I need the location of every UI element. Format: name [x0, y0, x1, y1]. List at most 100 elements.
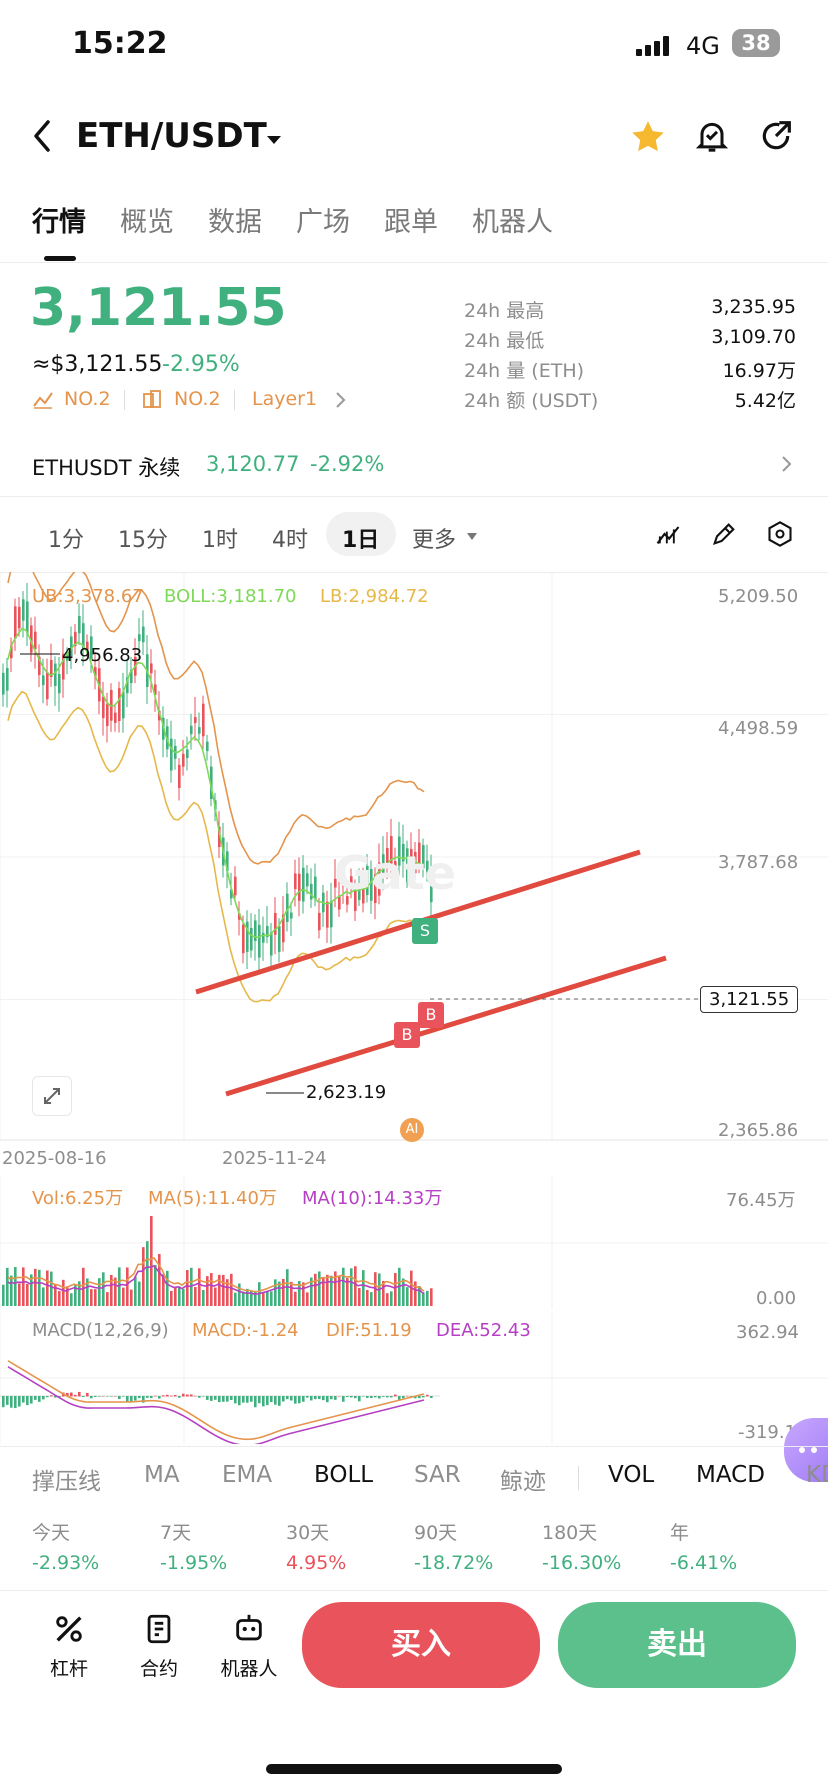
period-1d[interactable]: 1日	[342, 528, 380, 553]
tab-boll[interactable]: BOLL	[314, 1462, 374, 1488]
macd-histogram-bar	[38, 1396, 41, 1402]
vol-label: Vol:6.25万	[32, 1188, 124, 1209]
price-alert-bell-icon[interactable]	[692, 116, 732, 160]
market-cap-rank[interactable]: NO.2	[64, 388, 111, 410]
tab-whale[interactable]: 鲸迹	[500, 1469, 546, 1495]
volume-bar	[402, 1278, 405, 1306]
star-icon[interactable]	[628, 118, 668, 160]
candle-body	[382, 854, 385, 877]
perp-price: 3,120.77	[206, 452, 300, 476]
candle-body	[330, 901, 333, 928]
candle-body	[406, 848, 409, 882]
macd-histogram-bar	[210, 1396, 213, 1401]
volume-bar	[182, 1288, 185, 1306]
candle-body	[210, 766, 213, 800]
leverage-icon[interactable]	[52, 1612, 86, 1650]
main-tabs: 行情 概览 数据 广场 跟单 机器人	[0, 200, 828, 260]
category-tag[interactable]: Layer1	[252, 388, 318, 410]
candle-body	[362, 886, 365, 904]
high-annotation: 4,956.83	[62, 645, 143, 666]
macd-histogram-bar	[202, 1396, 205, 1397]
volume-bar	[2, 1284, 5, 1306]
contract-icon[interactable]	[142, 1612, 176, 1650]
candle-body	[290, 912, 293, 919]
period-1m[interactable]: 1分	[48, 528, 84, 553]
volume-bar	[134, 1276, 137, 1306]
volume-chart[interactable]	[0, 1176, 828, 1310]
candle-body	[310, 883, 313, 900]
candle-body	[198, 727, 201, 734]
volume-bar	[214, 1287, 217, 1306]
volume-bar	[82, 1267, 85, 1306]
candle-body	[286, 893, 289, 923]
pair-title[interactable]: ETH/USDT	[76, 116, 267, 156]
volume-bar	[298, 1280, 301, 1306]
macd-histogram-bar	[402, 1396, 405, 1399]
period-more[interactable]: 更多	[412, 528, 457, 553]
category-rank[interactable]: NO.2	[174, 388, 221, 410]
macd-histogram-bar	[106, 1396, 109, 1397]
tab-market[interactable]: 行情	[32, 207, 86, 238]
back-icon[interactable]	[28, 118, 58, 154]
candlestick-chart[interactable]	[0, 572, 828, 1142]
macd-value: MACD:-1.24	[192, 1320, 299, 1341]
tab-kd[interactable]: KD	[806, 1462, 828, 1488]
tab-macd[interactable]: MACD	[696, 1462, 765, 1488]
macd-histogram-bar	[282, 1396, 285, 1402]
robot-icon[interactable]	[232, 1612, 266, 1650]
candle-body	[130, 670, 133, 684]
buy-button[interactable]: 买入	[302, 1602, 540, 1688]
macd-histogram-bar	[174, 1395, 177, 1397]
low-annotation: 2,623.19	[306, 1082, 387, 1103]
assistant-bubble-icon[interactable]	[784, 1418, 828, 1482]
tab-ma[interactable]: MA	[144, 1462, 180, 1488]
tab-square[interactable]: 广场	[296, 207, 350, 238]
tab-copy-trading[interactable]: 跟单	[384, 207, 438, 238]
tab-ema[interactable]: EMA	[222, 1462, 273, 1488]
candle-body	[234, 876, 237, 896]
indicator-icon[interactable]	[654, 520, 682, 552]
tab-sar[interactable]: SAR	[414, 1462, 461, 1488]
macd-histogram-bar	[246, 1396, 249, 1403]
perp-row[interactable]: ETHUSDT 永续 3,120.77 -2.92%	[0, 440, 828, 492]
volume-ma5-line	[7, 1257, 425, 1293]
ai-badge[interactable]: AI	[400, 1118, 424, 1142]
macd-histogram-bar	[382, 1396, 385, 1397]
candle-body	[302, 867, 305, 902]
volume-bar	[318, 1271, 321, 1306]
sell-button[interactable]: 卖出	[558, 1602, 796, 1688]
tab-support-resistance[interactable]: 撑压线	[32, 1469, 101, 1495]
volume-bar	[362, 1270, 365, 1306]
caret-down-icon[interactable]	[266, 131, 282, 150]
candle-body	[206, 741, 209, 752]
candle-body	[90, 636, 93, 660]
caret-down-icon[interactable]	[466, 532, 478, 541]
volume-bar	[130, 1289, 133, 1306]
macd-histogram-bar	[374, 1396, 377, 1398]
sell-signal-marker[interactable]: S	[412, 918, 438, 944]
volume-bar	[174, 1287, 177, 1306]
macd-histogram-bar	[286, 1396, 289, 1400]
buy-signal-marker[interactable]: B	[418, 1002, 444, 1028]
share-icon[interactable]	[756, 116, 796, 160]
robot-label[interactable]: 机器人	[220, 1658, 278, 1680]
draw-tool-icon[interactable]	[710, 520, 738, 552]
period-15m[interactable]: 15分	[118, 528, 168, 553]
volume-bar	[86, 1278, 89, 1306]
tab-bots[interactable]: 机器人	[472, 207, 553, 238]
buy-signal-marker[interactable]: B	[394, 1022, 420, 1048]
period-4h[interactable]: 4时	[272, 528, 308, 553]
chevron-right-icon[interactable]	[334, 390, 346, 414]
chart-settings-icon[interactable]	[766, 520, 794, 552]
macd-chart[interactable]	[0, 1312, 828, 1444]
contract-label[interactable]: 合约	[139, 1658, 178, 1680]
leverage-label[interactable]: 杠杆	[49, 1658, 88, 1680]
tab-vol[interactable]: VOL	[608, 1462, 655, 1488]
expand-icon[interactable]	[32, 1076, 72, 1116]
tab-overview[interactable]: 概览	[120, 207, 174, 238]
volume-bar	[274, 1279, 277, 1306]
tab-data[interactable]: 数据	[208, 207, 262, 238]
period-1h[interactable]: 1时	[202, 528, 238, 553]
volume-bar	[294, 1291, 297, 1306]
candle-body	[410, 849, 413, 864]
